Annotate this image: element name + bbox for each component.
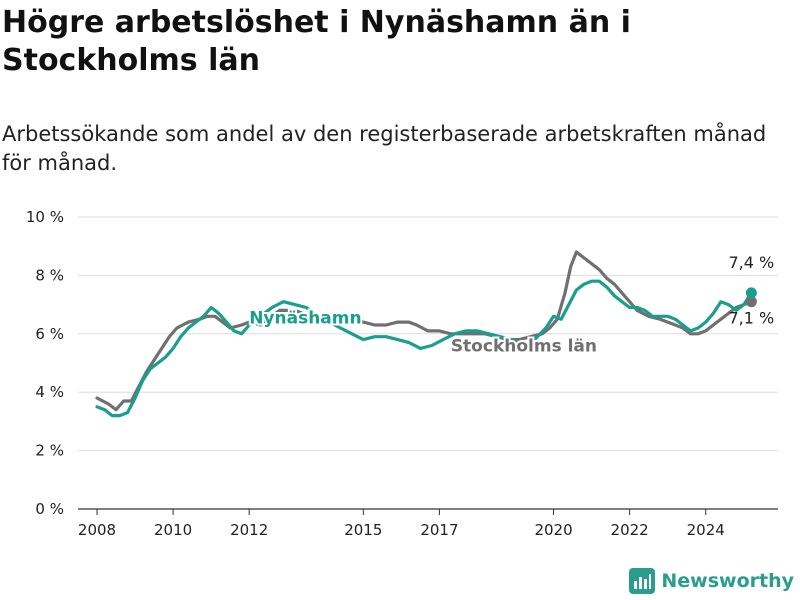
stockholm-end-value: 7,1 % (729, 309, 775, 328)
grid-lines (78, 216, 778, 510)
y-tick-label: 4 % (35, 383, 64, 401)
x-tick-label: 2024 (687, 521, 725, 539)
x-tick-label: 2012 (230, 521, 268, 539)
x-tick-label: 2010 (154, 521, 192, 539)
series-labels: Nynäshamn Stockholms län (247, 307, 599, 359)
nynashamn-series-label: Nynäshamn (249, 309, 361, 329)
nynashamn-end-point (745, 287, 757, 299)
y-tick-labels: 0 % 2 % 4 % 6 % 8 % 10 % (26, 208, 64, 518)
chart-subtitle: Arbetssökande som andel av den registerb… (2, 122, 767, 175)
series-lines (95, 250, 754, 418)
x-tick-label: 2015 (344, 521, 382, 539)
stockholm-series-label: Stockholms län (451, 336, 597, 356)
y-tick-label: 10 % (26, 208, 64, 226)
newsworthy-brand[interactable]: Newsworthy (629, 568, 794, 594)
y-tick-label: 6 % (35, 325, 64, 343)
y-tick-label: 0 % (35, 500, 64, 518)
x-tick-label: 2020 (534, 521, 572, 539)
end-markers: 7,4 % 7,1 % (729, 253, 775, 327)
newsworthy-logo-icon (629, 568, 656, 594)
x-axis: 2008 2010 2012 2015 2017 2020 2022 2024 (78, 509, 725, 539)
y-tick-label: 2 % (35, 442, 64, 460)
stockholm-end-point (745, 296, 757, 308)
x-tick-label: 2008 (78, 521, 116, 539)
page-title: Högre arbetslöshet i Nynäshamn än i Stoc… (2, 5, 631, 78)
x-tick-label: 2017 (420, 521, 458, 539)
x-tick-label: 2022 (611, 521, 649, 539)
y-tick-label: 8 % (35, 266, 64, 284)
nynashamn-series-line (95, 279, 754, 418)
nynashamn-end-value: 7,4 % (729, 253, 775, 272)
brand-name: Newsworthy (661, 570, 794, 592)
